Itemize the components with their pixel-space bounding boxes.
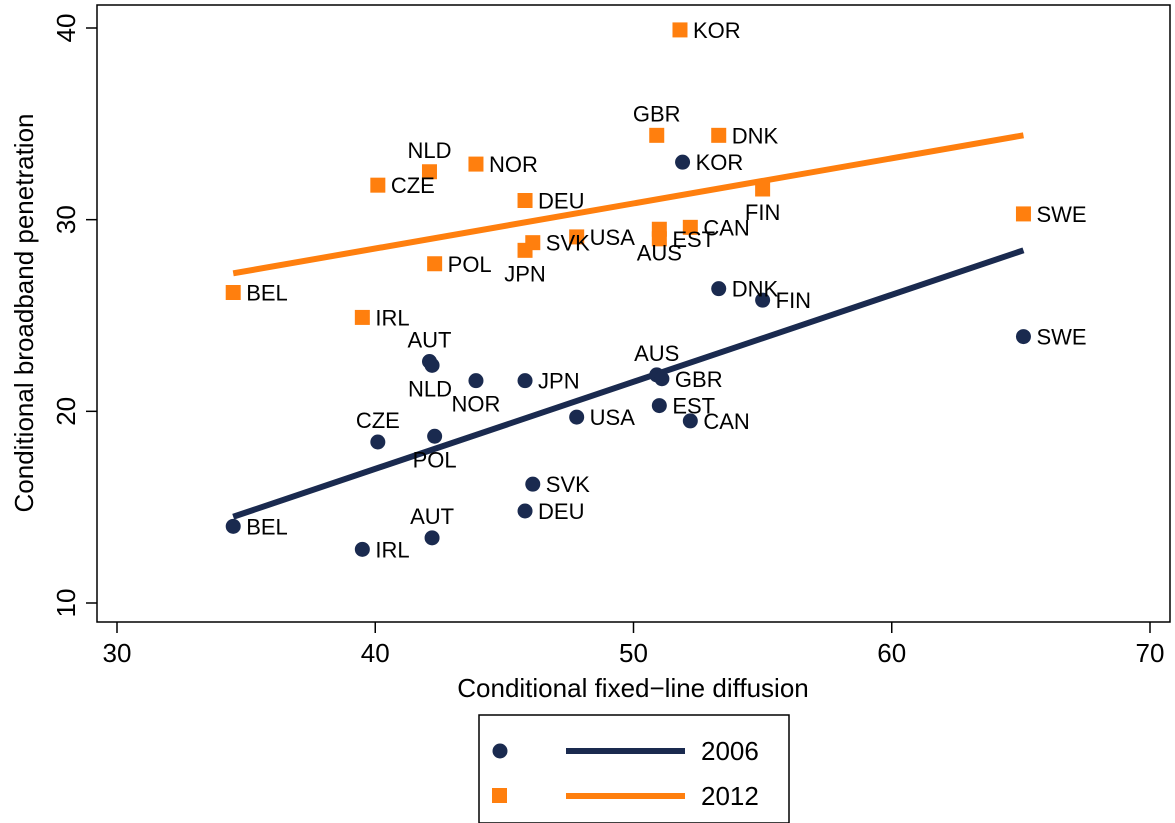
marker-2006-BEL (225, 518, 241, 534)
x-tick-label-70: 70 (1136, 638, 1165, 668)
point-label-2012-JPN: JPN (504, 261, 546, 286)
point-label-2006-NOR: NOR (452, 392, 501, 417)
point-label-2006-DEU: DEU (538, 499, 584, 524)
point-label-2006-AUT: AUT (410, 504, 454, 529)
point-label-2006-KOR: KOR (696, 150, 744, 175)
point-label-2012-DNK: DNK (732, 123, 779, 148)
point-label-2006-NLD: NLD (408, 376, 452, 401)
marker-2006-SVK (525, 476, 541, 492)
fit-lines (232, 132, 1025, 520)
marker-2012-EST (651, 231, 667, 247)
y-tick-label-20: 20 (51, 397, 81, 426)
point-label-2006-CAN: CAN (703, 409, 749, 434)
marker-2012-NLD (421, 164, 437, 180)
marker-2006-KOR (675, 154, 691, 170)
x-axis-title: Conditional fixed−line diffusion (457, 673, 808, 703)
y-tick-label-10: 10 (51, 589, 81, 618)
legend-label-2012: 2012 (701, 781, 759, 811)
marker-2006-GBR (654, 371, 670, 387)
point-label-2006-FIN: FIN (776, 288, 811, 313)
point-label-2012-IRL: IRL (375, 305, 409, 330)
marker-2006-FIN (755, 292, 771, 308)
marker-2012-KOR (672, 22, 688, 38)
marker-2012-DNK (711, 127, 727, 143)
marker-2006-IRL (354, 541, 370, 557)
legend-marker-2006 (492, 743, 508, 759)
y-tick-label-30: 30 (51, 205, 81, 234)
marker-2006-DNK (711, 281, 727, 297)
point-label-2006-POL: POL (413, 447, 457, 472)
point-label-2006-GBR: GBR (675, 367, 723, 392)
marker-2012-IRL (354, 309, 370, 325)
legend-box (478, 714, 790, 823)
legend-label-2006: 2006 (701, 736, 759, 766)
marker-2006-EST (651, 398, 667, 414)
marker-2012-DEU (517, 193, 533, 208)
point-label-2012-CAN: CAN (703, 215, 749, 240)
legend-marker-2012 (492, 788, 507, 803)
marker-2006-NOR (468, 373, 484, 389)
marker-2012-NOR (468, 156, 484, 172)
x-tick-label-30: 30 (103, 638, 132, 668)
data-markers (225, 22, 1031, 557)
x-axis: 30 40 50 60 70 (103, 622, 1165, 668)
marker-2006-CZE (370, 434, 386, 450)
marker-2012-FIN (755, 181, 771, 197)
point-label-2012-GBR: GBR (633, 101, 681, 126)
marker-2012-SVK (525, 235, 541, 251)
legend: 2006 2012 (478, 714, 790, 823)
point-label-2006-CZE: CZE (356, 408, 400, 433)
fit-line-2012 (232, 132, 1024, 277)
x-tick-label-50: 50 (619, 638, 648, 668)
marker-2006-JPN (517, 373, 533, 389)
marker-2006-POL (427, 428, 443, 444)
point-label-2012-BEL: BEL (246, 281, 288, 306)
marker-2012-CAN (682, 219, 698, 235)
point-labels: BELIRLCZEAUTPOLAUTNLDNORJPNDEUSVKUSAAUSG… (246, 18, 1086, 562)
point-label-2006-BEL: BEL (246, 514, 288, 539)
marker-2006-NLD (424, 357, 440, 373)
point-label-2012-SVK: SVK (546, 231, 590, 256)
marker-2006-USA (569, 409, 585, 425)
point-label-2012-FIN: FIN (745, 200, 780, 225)
marker-2012-POL (427, 256, 443, 272)
y-tick-label-40: 40 (51, 14, 81, 43)
fit-line-2006 (232, 247, 1025, 520)
point-label-2012-POL: POL (448, 252, 492, 277)
point-label-2006-EST: EST (672, 394, 715, 419)
marker-2006-CAN (682, 413, 698, 429)
point-label-2006-SWE: SWE (1036, 325, 1086, 350)
marker-2006-SWE (1015, 329, 1031, 345)
point-label-2006-IRL: IRL (375, 537, 409, 562)
point-label-2012-SWE: SWE (1036, 202, 1086, 227)
marker-2012-SWE (1015, 206, 1031, 222)
marker-2012-GBR (649, 127, 665, 143)
point-label-2012-DEU: DEU (538, 189, 584, 214)
plot-area (96, 4, 1171, 623)
point-label-2006-SVK: SVK (546, 472, 590, 497)
point-label-2006-AUT: AUT (407, 328, 451, 353)
point-label-2012-AUS: AUS (637, 240, 682, 265)
y-axis-title: Conditional broadband penetration (9, 114, 39, 513)
marker-2006-AUT (424, 530, 440, 546)
y-axis: 10 20 30 40 (51, 14, 97, 618)
point-label-2012-NLD: NLD (407, 138, 451, 163)
marker-2012-BEL (225, 285, 241, 300)
point-label-2006-AUS: AUS (634, 341, 679, 366)
point-label-2012-USA: USA (590, 225, 636, 250)
x-tick-label-40: 40 (361, 638, 390, 668)
point-label-2012-NOR: NOR (489, 152, 538, 177)
point-label-2012-KOR: KOR (693, 18, 741, 43)
marker-2012-CZE (370, 177, 386, 193)
point-label-2006-JPN: JPN (538, 369, 580, 394)
point-label-2012-EST: EST (672, 227, 715, 252)
marker-2006-DEU (517, 503, 533, 519)
point-label-2006-USA: USA (590, 405, 636, 430)
x-tick-label-60: 60 (877, 638, 906, 668)
marker-2012-USA (569, 229, 585, 245)
point-label-2006-DNK: DNK (732, 277, 779, 302)
point-label-2012-CZE: CZE (391, 173, 435, 198)
